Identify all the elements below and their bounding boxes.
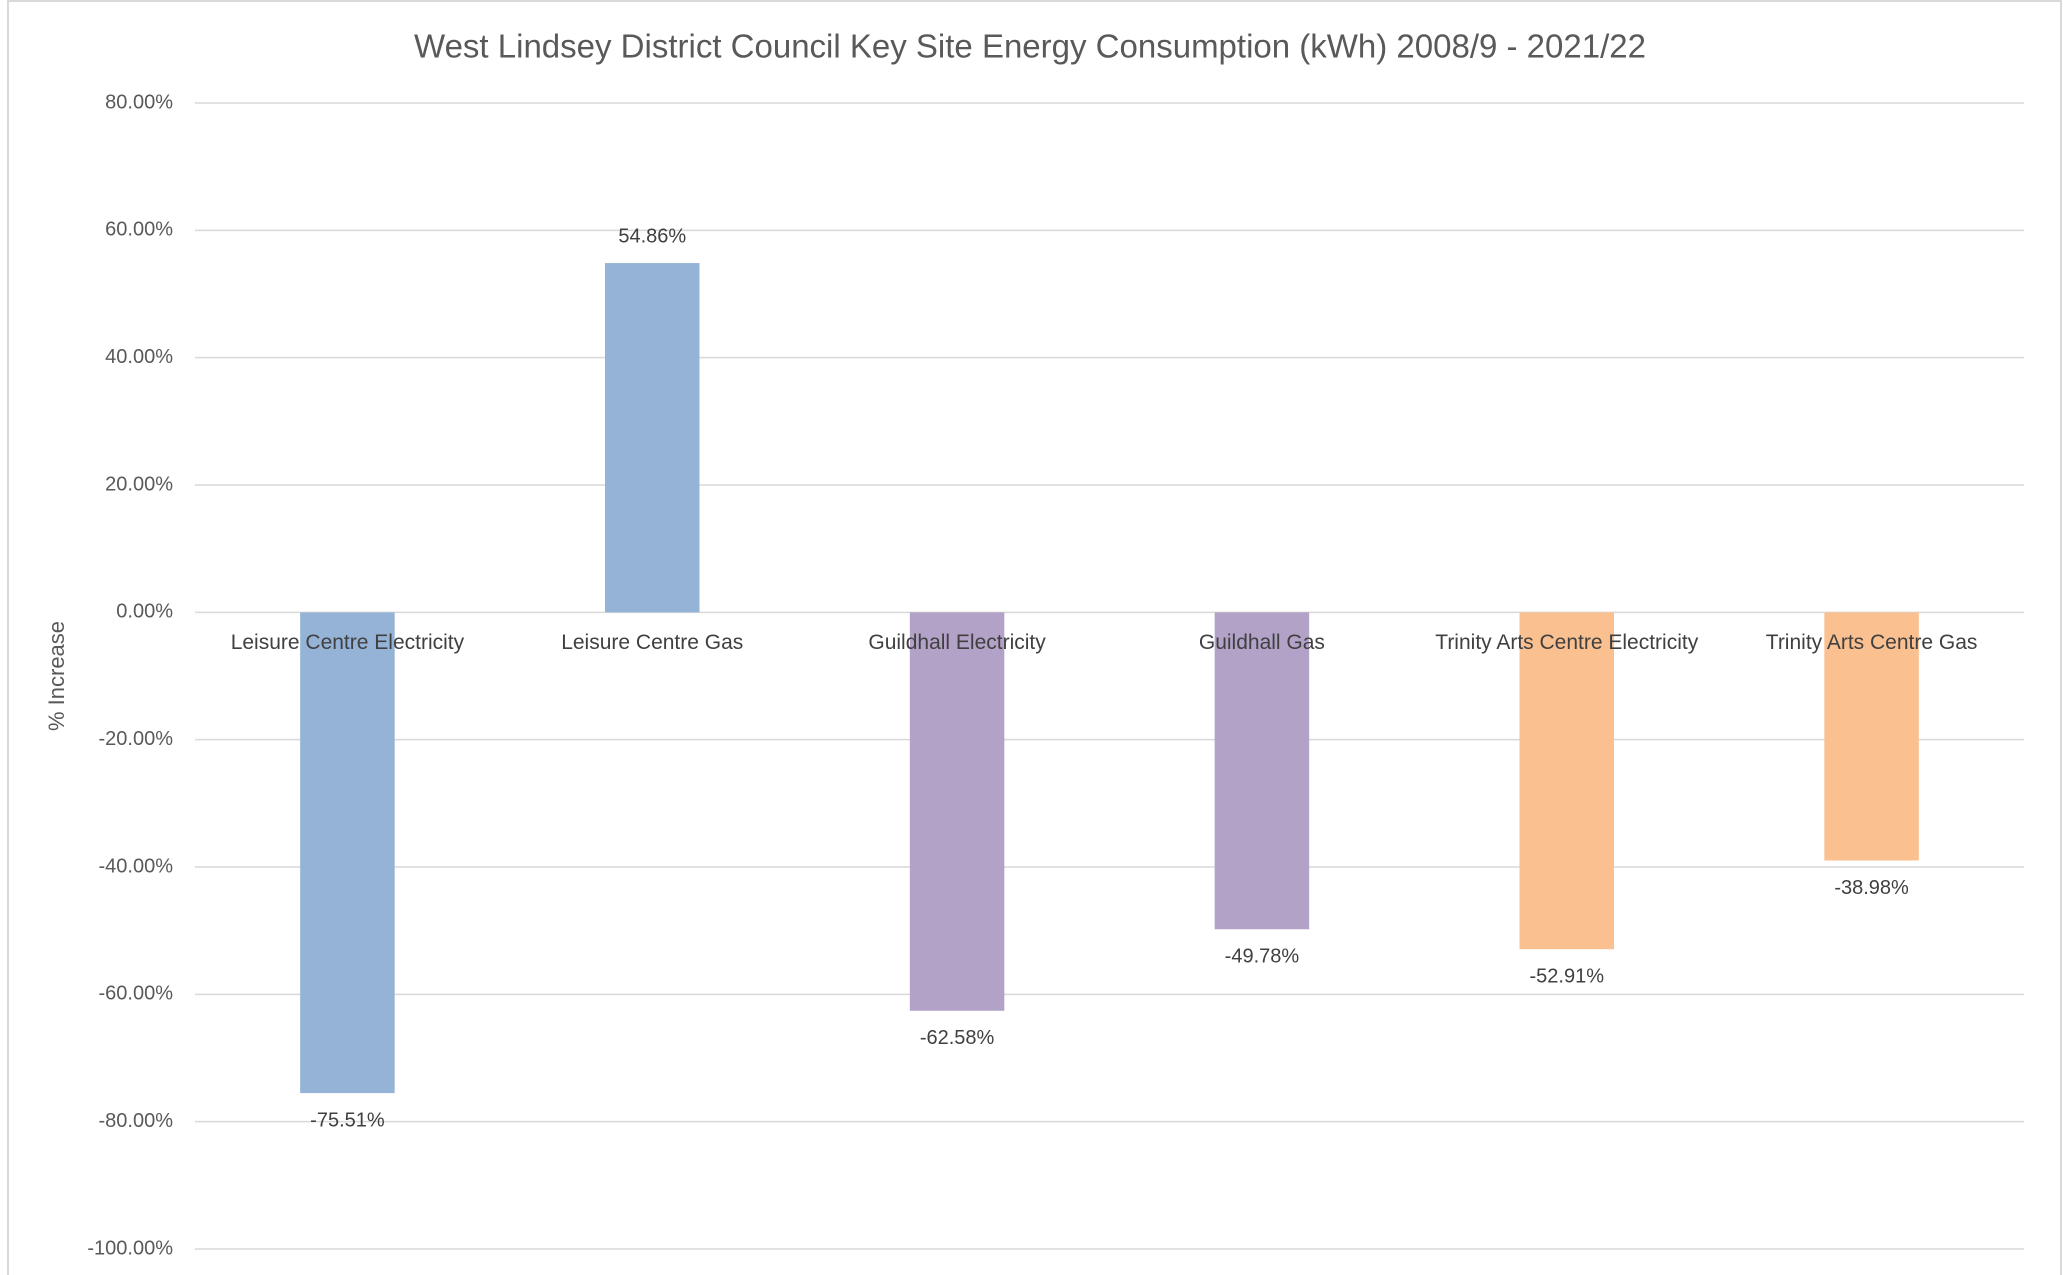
data-label: -38.98%	[1834, 877, 1909, 899]
y-tick-label: -20.00%	[99, 728, 174, 750]
x-tick-label: Leisure Centre Gas	[561, 631, 743, 654]
y-tick-label: -80.00%	[99, 1110, 174, 1132]
x-tick-label: Guildhall Gas	[1199, 631, 1325, 654]
data-label: -62.58%	[920, 1027, 995, 1049]
x-tick-label: Trinity Arts Centre Gas	[1766, 631, 1978, 654]
x-tick-label: Leisure Centre Electricity	[231, 631, 465, 654]
chart-title: West Lindsey District Council Key Site E…	[414, 28, 1646, 65]
bar	[1214, 612, 1310, 930]
data-label: 54.86%	[618, 225, 686, 247]
y-tick-label: -100.00%	[87, 1237, 173, 1259]
y-tick-label: 60.00%	[105, 219, 173, 241]
bar	[1824, 612, 1919, 861]
y-tick-label: 40.00%	[105, 346, 173, 368]
x-tick-label: Trinity Arts Centre Electricity	[1435, 631, 1698, 654]
y-axis-title: % Increase	[44, 621, 69, 731]
y-tick-label: 80.00%	[105, 91, 173, 113]
data-label: -52.91%	[1530, 965, 1605, 987]
bar	[1519, 612, 1614, 950]
x-tick-label: Guildhall Electricity	[868, 631, 1046, 654]
y-tick-label: 0.00%	[116, 601, 173, 623]
y-tick-label: -40.00%	[99, 855, 174, 877]
bar	[909, 612, 1005, 1011]
y-tick-label: -60.00%	[99, 983, 174, 1005]
bar	[605, 263, 700, 613]
y-tick-label: 20.00%	[105, 473, 173, 495]
data-label: -49.78%	[1225, 946, 1300, 968]
data-label: -75.51%	[310, 1109, 385, 1131]
bar	[300, 612, 395, 1094]
